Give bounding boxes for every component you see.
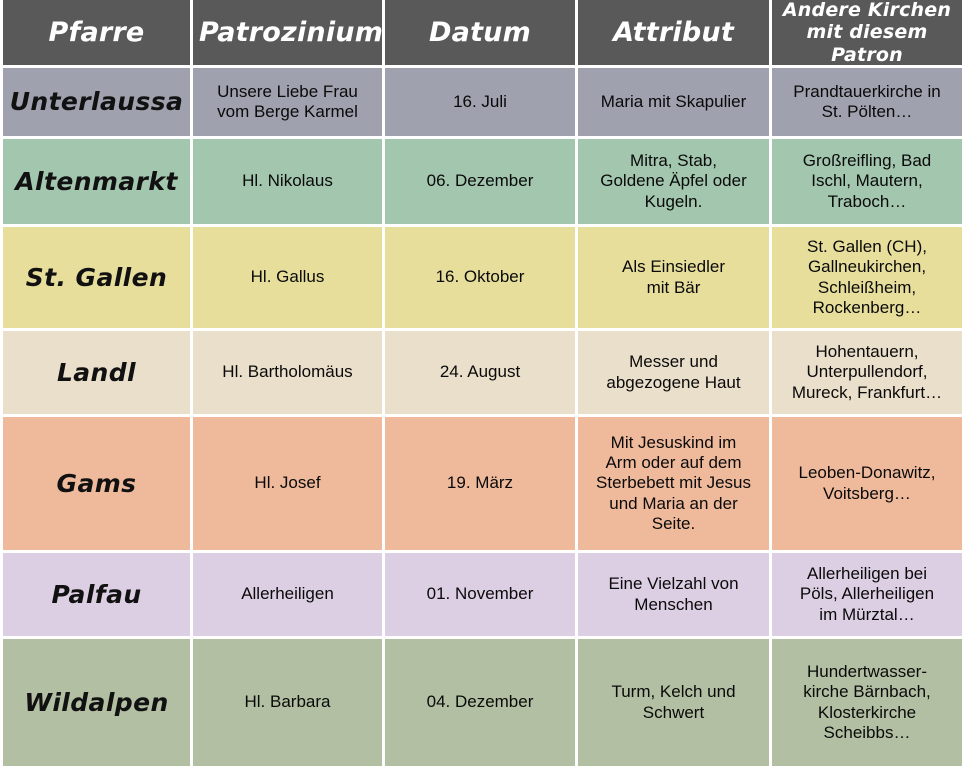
cell-pfarre: Unterlaussa: [0, 68, 193, 139]
cell-pfarre-text: Altenmarkt: [15, 166, 178, 196]
column-header-andere-kirchen-line2: mit diesem Patron: [806, 21, 928, 66]
column-header-andere-kirchen: Andere Kirchen mit diesem Patron: [772, 0, 962, 68]
table-row: Landl Hl. Bartholomäus 24. August Messer un…: [0, 331, 962, 417]
column-header-pfarre: Pfarre: [0, 0, 193, 68]
cell-patrozinium-text: Allerheiligen: [241, 584, 334, 604]
cell-pfarre: Altenmarkt: [0, 139, 193, 227]
cell-datum-text: 19. März: [446, 473, 514, 493]
cell-attribut: Als Einsiedler mit Bär: [578, 227, 772, 331]
table-body: Unterlaussa Unsere Liebe Frau vom Berge Ka…: [0, 68, 962, 769]
column-header-attribut-label: Attribut: [613, 16, 734, 48]
cell-andere: Leoben-Donawitz, Voitsberg…: [772, 417, 962, 553]
cell-datum: 06. Dezember: [385, 139, 578, 227]
cell-patrozinium: Hl. Barbara: [193, 639, 385, 769]
cell-pfarre-text: St. Gallen: [25, 262, 168, 292]
table-header-row: Pfarre Patrozinium Datum Attribut Andere…: [0, 0, 962, 68]
cell-datum: 16. Oktober: [385, 227, 578, 331]
cell-pfarre-text: Unterlaussa: [9, 87, 184, 117]
table-row: Unterlaussa Unsere Liebe Frau vom Berge Ka…: [0, 68, 962, 139]
cell-pfarre: Landl: [0, 331, 193, 417]
column-header-pfarre-label: Pfarre: [48, 16, 145, 48]
cell-datum-text: 06. Dezember: [426, 171, 534, 191]
cell-pfarre-text: Wildalpen: [24, 687, 169, 717]
cell-attribut-text: Maria mit Skapulier: [600, 91, 747, 111]
cell-andere: Allerheiligen bei Pöls, Allerheiligen im M…: [772, 553, 962, 639]
table-row: Gams Hl. Josef 19. März Mit Jesuskind im Arm…: [0, 417, 962, 553]
cell-attribut-text: Mitra, Stab, Goldene Äpfel oder Kugeln.: [600, 151, 747, 211]
cell-datum: 24. August: [385, 331, 578, 417]
cell-pfarre: Gams: [0, 417, 193, 553]
cell-pfarre: Palfau: [0, 553, 193, 639]
cell-patrozinium: Hl. Nikolaus: [193, 139, 385, 227]
table-row: Wildalpen Hl. Barbara 04. Dezember Turm, Ke…: [0, 639, 962, 769]
table-row: Palfau Allerheiligen 01. November Eine Viel…: [0, 553, 962, 639]
cell-datum-text: 24. August: [439, 362, 521, 382]
cell-patrozinium: Unsere Liebe Frau vom Berge Karmel: [193, 68, 385, 139]
cell-andere: Hohentauern, Unterpullendorf, Mureck, Fran…: [772, 331, 962, 417]
cell-patrozinium: Hl. Gallus: [193, 227, 385, 331]
cell-attribut-text: Messer und abgezogene Haut: [606, 352, 741, 392]
cell-attribut: Turm, Kelch und Schwert: [578, 639, 772, 769]
cell-patrozinium: Hl. Bartholomäus: [193, 331, 385, 417]
cell-pfarre-text: Palfau: [51, 579, 142, 609]
cell-patrozinium-text: Hl. Gallus: [250, 267, 325, 287]
cell-andere-text: Prandtauerkirche in St. Pölten…: [793, 81, 941, 121]
cell-andere: Hundertwasser-kirche Bärnbach, Klosterkir…: [772, 639, 962, 769]
cell-andere: Großreifling, Bad Ischl, Mautern, Traboch…: [772, 139, 962, 227]
column-header-datum-label: Datum: [429, 16, 531, 48]
column-header-patrozinium: Patrozinium: [193, 0, 385, 68]
cell-attribut-text: Als Einsiedler mit Bär: [622, 257, 725, 297]
cell-attribut: Maria mit Skapulier: [578, 68, 772, 139]
cell-attribut: Messer und abgezogene Haut: [578, 331, 772, 417]
cell-attribut-text: Mit Jesuskind im Arm oder auf dem Sterbebe…: [596, 433, 751, 533]
table-row: St. Gallen Hl. Gallus 16. Oktober Als Einsi…: [0, 227, 962, 331]
column-header-datum: Datum: [385, 0, 578, 68]
cell-datum: 04. Dezember: [385, 639, 578, 769]
cell-pfarre-text: Gams: [56, 468, 137, 498]
column-header-andere-kirchen-line1: Andere Kirchen: [782, 0, 952, 21]
column-header-patrozinium-label: Patrozinium: [199, 16, 384, 48]
cell-datum-text: 04. Dezember: [426, 692, 534, 712]
cell-attribut-text: Turm, Kelch und Schwert: [611, 682, 736, 722]
cell-patrozinium-text: Hl. Josef: [254, 473, 321, 493]
cell-andere-text: Allerheiligen bei Pöls, Allerheiligen im M…: [799, 564, 935, 624]
cell-patrozinium-text: Hl. Bartholomäus: [222, 362, 353, 382]
cell-pfarre-text: Landl: [56, 357, 137, 387]
cell-andere-text: St. Gallen (CH), Gallneukirchen, Schleißhe…: [807, 237, 927, 317]
cell-patrozinium-text: Unsere Liebe Frau vom Berge Karmel: [217, 81, 358, 121]
cell-datum-text: 16. Oktober: [435, 267, 525, 287]
cell-andere-text: Hohentauern, Unterpullendorf, Mureck, Fran…: [791, 342, 943, 402]
cell-andere: St. Gallen (CH), Gallneukirchen, Schleißhe…: [772, 227, 962, 331]
cell-pfarre: St. Gallen: [0, 227, 193, 331]
cell-patrozinium-text: Hl. Nikolaus: [242, 171, 333, 191]
column-header-andere-kirchen-label: Andere Kirchen mit diesem Patron: [778, 0, 956, 66]
cell-attribut: Eine Vielzahl von Menschen: [578, 553, 772, 639]
cell-attribut-text: Eine Vielzahl von Menschen: [608, 574, 739, 614]
column-header-attribut: Attribut: [578, 0, 772, 68]
cell-andere-text: Hundertwasser-kirche Bärnbach, Klosterkir…: [803, 662, 931, 742]
cell-patrozinium: Allerheiligen: [193, 553, 385, 639]
cell-andere-text: Großreifling, Bad Ischl, Mautern, Traboch…: [802, 151, 932, 211]
cell-patrozinium: Hl. Josef: [193, 417, 385, 553]
cell-datum-text: 16. Juli: [453, 91, 507, 111]
table-row: Altenmarkt Hl. Nikolaus 06. Dezember Mitra,…: [0, 139, 962, 227]
cell-andere: Prandtauerkirche in St. Pölten…: [772, 68, 962, 139]
cell-andere-text: Leoben-Donawitz, Voitsberg…: [798, 463, 936, 503]
cell-datum-text: 01. November: [426, 584, 534, 604]
cell-datum: 19. März: [385, 417, 578, 553]
cell-attribut: Mitra, Stab, Goldene Äpfel oder Kugeln.: [578, 139, 772, 227]
cell-datum: 16. Juli: [385, 68, 578, 139]
cell-patrozinium-text: Hl. Barbara: [244, 692, 331, 712]
cell-pfarre: Wildalpen: [0, 639, 193, 769]
cell-attribut: Mit Jesuskind im Arm oder auf dem Sterbebe…: [578, 417, 772, 553]
cell-datum: 01. November: [385, 553, 578, 639]
